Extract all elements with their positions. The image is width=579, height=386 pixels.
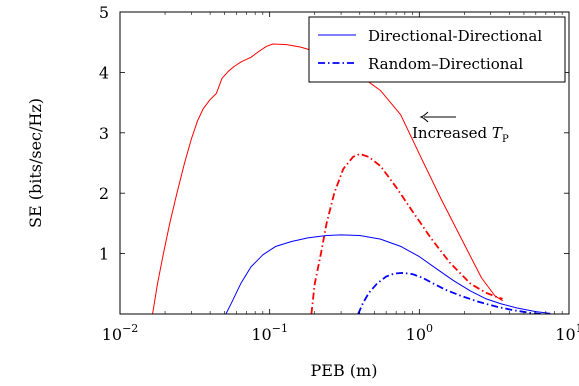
legend-label-random-directional: Random–Directional [368,55,523,73]
y-axis-label: SE (bits/sec/Hz) [26,98,45,228]
series-blue-solid [225,234,551,314]
annotation: Increased TP [412,111,509,145]
y-tick-label: 2 [99,184,109,203]
y-tick-label: 3 [99,124,109,143]
x-tick-label: 10−1 [251,322,288,344]
legend-box [308,16,566,83]
series-red-dashdot [310,153,503,314]
x-tick-label: 101 [555,322,579,344]
series-red-solid [152,43,503,314]
y-tick-label: 4 [99,63,109,82]
legend-label-directional-directional: Directional-Directional [368,27,542,45]
annotation-text-prefix: Increased [412,124,492,142]
annotation-math-sub: P [502,134,509,145]
x-tick-label: 10−2 [102,322,139,344]
annotation-math-main: T [492,124,503,142]
ticks-layer: 10−2 10−1 100 101 1 2 3 4 5 [99,3,579,344]
series-layer [152,43,551,314]
legend: Directional-Directional Random–Direction… [308,16,566,83]
x-axis-label: PEB (m) [311,361,378,380]
annotation-text: Increased TP [412,124,509,145]
plot-frame [119,11,570,315]
y-tick-label: 1 [99,245,109,264]
y-tick-label: 5 [99,3,109,22]
x-tick-label: 100 [406,322,433,344]
series-blue-dashdot [357,272,542,314]
annotation-arrow-head [419,111,429,123]
